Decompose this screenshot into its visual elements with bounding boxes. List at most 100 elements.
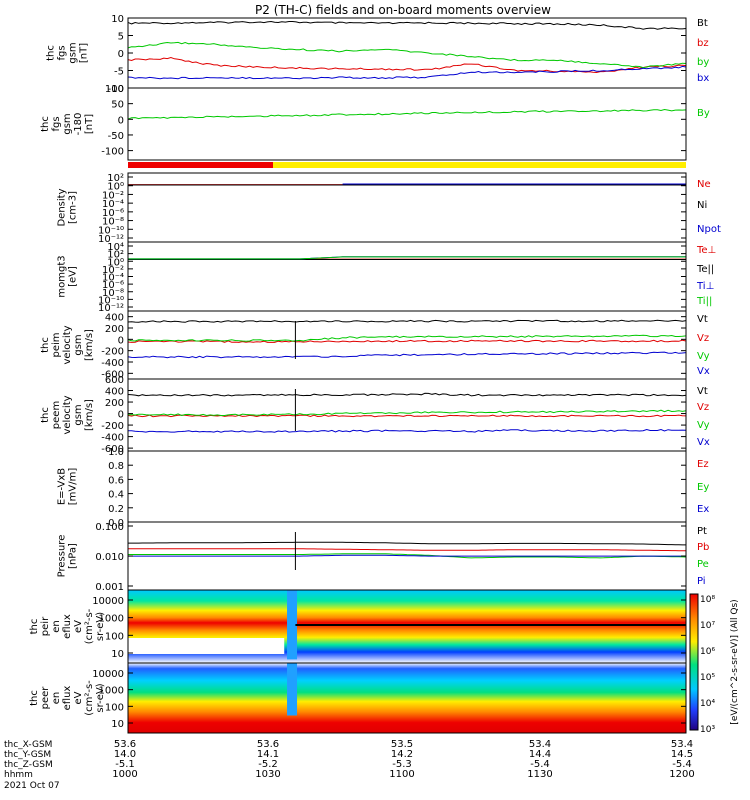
colorbar-tick-1: 10⁷ (700, 621, 715, 631)
y-label-8-2: en (51, 620, 62, 633)
ephem-value-3-3: 1130 (527, 769, 552, 780)
ephem-value-1-4: 14.5 (671, 749, 693, 760)
legend-Npot-2: Npot (697, 224, 721, 235)
y-label-2-0: Density (57, 188, 68, 226)
y-tick-label-2-0: 10² (107, 173, 124, 184)
y-label-1-0: thc (40, 116, 51, 132)
y-label-2-1: [cm-3] (68, 191, 79, 224)
series-line-Pe-7 (128, 553, 687, 559)
y-tick-label-4-1: 200 (105, 324, 124, 335)
series-line-Vy-4 (127, 334, 687, 342)
ephem-value-1-2: 14.2 (391, 749, 413, 760)
series-line-Ti-3 (128, 256, 686, 260)
spectrogram-9 (128, 663, 686, 733)
y-tick-label-6-1: 0.8 (108, 461, 124, 472)
y-tick-label-2-4: 10⁻⁶ (102, 208, 124, 219)
series-line-Vt-4 (127, 319, 687, 323)
ephem-value-3-1: 1030 (255, 769, 280, 780)
ephem-value-0-0: 53.6 (114, 739, 136, 750)
y-tick-label-8-1: 1000 (99, 614, 124, 625)
series-line-Pb-7 (128, 548, 687, 552)
ephem-value-2-3: -5.4 (530, 759, 550, 770)
y-tick-label-4-2: 0 (118, 335, 124, 346)
colorbar: 10⁸ 10⁷ 10⁶ 10⁵ 10⁴ 10³ [eV/(cm^2-s-sr-eV)] (A… (689, 593, 740, 735)
legend-Pb-7: Pb (697, 542, 709, 553)
y-label-3-0: momgt3 (57, 255, 68, 297)
legend-Vy-4: Vy (697, 351, 710, 362)
y-tick-label-3-7: 10⁻¹⁰ (98, 295, 124, 306)
ephem-value-0-3: 53.4 (529, 739, 551, 750)
ephem-value-3-4: 1200 (669, 769, 694, 780)
ephem-value-0-1: 53.6 (257, 739, 279, 750)
y-label-4-4: [km/s] (84, 329, 95, 361)
series-line-Vy-5 (127, 409, 687, 417)
y-tick-label-5-1: 400 (105, 387, 124, 398)
ephem-value-3-0: 1000 (112, 769, 137, 780)
y-tick-label-8-2: 100 (105, 631, 124, 642)
legend-Vz-5: Vz (697, 402, 709, 413)
y-tick-label-6-3: 0.4 (108, 490, 124, 501)
y-tick-label-3-1: 10² (107, 250, 124, 261)
plot-title: P2 (TH-C) fields and on-board moments ov… (255, 3, 551, 17)
legend-Vy-5: Vy (697, 420, 710, 431)
spectrogram-dark-band (295, 624, 686, 626)
y-label-9-6: sr-eV) (95, 683, 106, 712)
y-label-6-1: [mV/m] (68, 468, 79, 506)
y-tick-label-3-4: 10⁻⁴ (102, 273, 124, 284)
colorbar-scale (689, 593, 699, 731)
y-tick-label-0-4: -10 (108, 84, 124, 95)
y-tick-label-2-6: 10⁻¹⁰ (98, 225, 124, 236)
series-line-bx-0 (127, 65, 687, 80)
y-tick-label-7-1: 0.010 (95, 552, 124, 563)
ephem-label-1: thc_Y-GSM (4, 750, 51, 760)
y-tick-label-8-0: 10000 (92, 596, 124, 607)
y-label-8-4: eV (73, 620, 84, 633)
y-label-4-1: peim (51, 332, 62, 357)
ephem-value-0-2: 53.5 (391, 739, 413, 750)
y-label-0-3: [nT] (79, 43, 90, 63)
y-label-0-0: thc (46, 45, 57, 61)
legend-Ey-6: Ey (697, 482, 709, 493)
y-tick-label-1-3: -50 (108, 131, 124, 142)
y-label-0-1: fgs (57, 45, 68, 60)
legend-Vx-5: Vx (697, 437, 710, 448)
series-line-By-1 (127, 108, 687, 120)
y-tick-label-0-3: -5 (114, 67, 124, 78)
series-line-Pi-7 (128, 554, 686, 557)
colorbar-tick-4: 10⁴ (700, 699, 715, 709)
y-tick-label-7-2: 0.001 (95, 582, 124, 593)
series-line-Vx-4 (127, 351, 687, 359)
panel-frame-2 (127, 172, 687, 243)
y-tick-label-3-6: 10⁻⁸ (102, 288, 124, 299)
y-tick-label-1-0: 100 (105, 84, 124, 95)
y-tick-label-6-4: 0.2 (108, 504, 124, 515)
series-line-Bt-0 (127, 20, 687, 30)
y-label-5-0: thc (40, 407, 51, 423)
y-label-0-2: gsm (68, 42, 79, 63)
y-tick-label-9-2: 100 (105, 702, 124, 713)
y-label-5-3: gsm (73, 404, 84, 425)
y-tick-label-9-0: 10000 (92, 669, 124, 680)
colorbar-label: [eV/(cm^2-s-sr-eV)] (All Qs) (730, 599, 740, 724)
y-tick-label-3-0: 10⁴ (107, 242, 124, 253)
legend-Vx-4: Vx (697, 366, 710, 377)
y-tick-label-5-0: 600 (105, 375, 124, 386)
legend-Te-3: Te|| (696, 264, 714, 275)
panel-1: 100 50 0 -50 -100 thc fgs gsm -180 [nT] By (40, 84, 710, 161)
ephem-label-0: thc_X-GSM (4, 740, 52, 750)
y-label-9-1: peer (40, 686, 51, 710)
y-tick-label-2-2: 10⁻² (102, 190, 124, 201)
y-tick-label-1-4: -100 (101, 147, 124, 158)
ephem-value-2-0: -5.1 (115, 759, 135, 770)
spectrogram-gap (128, 638, 285, 654)
panel-frame-1 (127, 87, 687, 161)
y-label-1-3: -180 (73, 113, 84, 136)
y-tick-label-3-5: 10⁻⁶ (102, 280, 124, 291)
series-line-by-0 (127, 41, 687, 69)
y-tick-label-6-2: 0.6 (108, 475, 124, 486)
legend-Pe-7: Pe (697, 559, 709, 570)
legend-Vz-4: Vz (697, 333, 709, 344)
